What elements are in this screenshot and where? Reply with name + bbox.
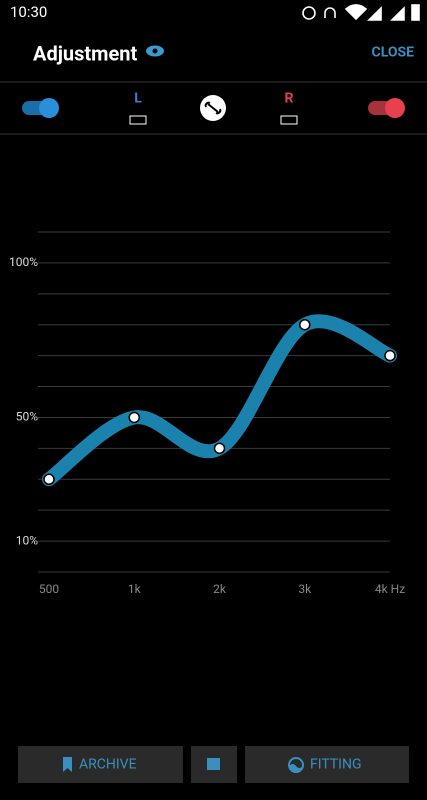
status-icons [302,4,420,21]
y-tick-label: 10% [16,533,38,547]
fitting-label: FITTING [310,757,362,773]
point [43,473,55,486]
x-tick-label: 2k [213,582,227,596]
x-tick-label: 500 [39,582,59,596]
link-button[interactable] [200,95,226,121]
right-toggle[interactable] [368,98,405,118]
x-tick-label: 3k [298,582,312,596]
point [128,411,140,424]
right-channel: R [285,91,294,107]
left-channel: L [134,91,142,107]
battery-icon [280,115,298,125]
close-button[interactable]: CLOSE [372,45,415,61]
battery-icon [129,115,147,125]
fitting-button[interactable]: FITTING [245,746,409,783]
x-tick-label: 1k [128,582,142,596]
archive-button[interactable]: ARCHIVE [18,746,183,783]
header-title: Adjustment [33,41,137,65]
chart: 100% 50% 10% 500 1k 2k 3k 4k Hz [9,231,405,596]
x-tick-label: 4k Hz [375,582,405,596]
archive-label: ARCHIVE [79,757,137,773]
point [384,349,396,362]
status-time: 10:30 [10,3,47,21]
eye-icon[interactable] [146,45,164,57]
layout-button[interactable] [191,746,237,783]
y-tick-label: 100% [9,255,38,269]
point [299,318,311,331]
curve [42,314,397,487]
y-tick-label: 50% [16,410,38,424]
left-toggle[interactable] [22,98,59,118]
point [213,442,226,455]
